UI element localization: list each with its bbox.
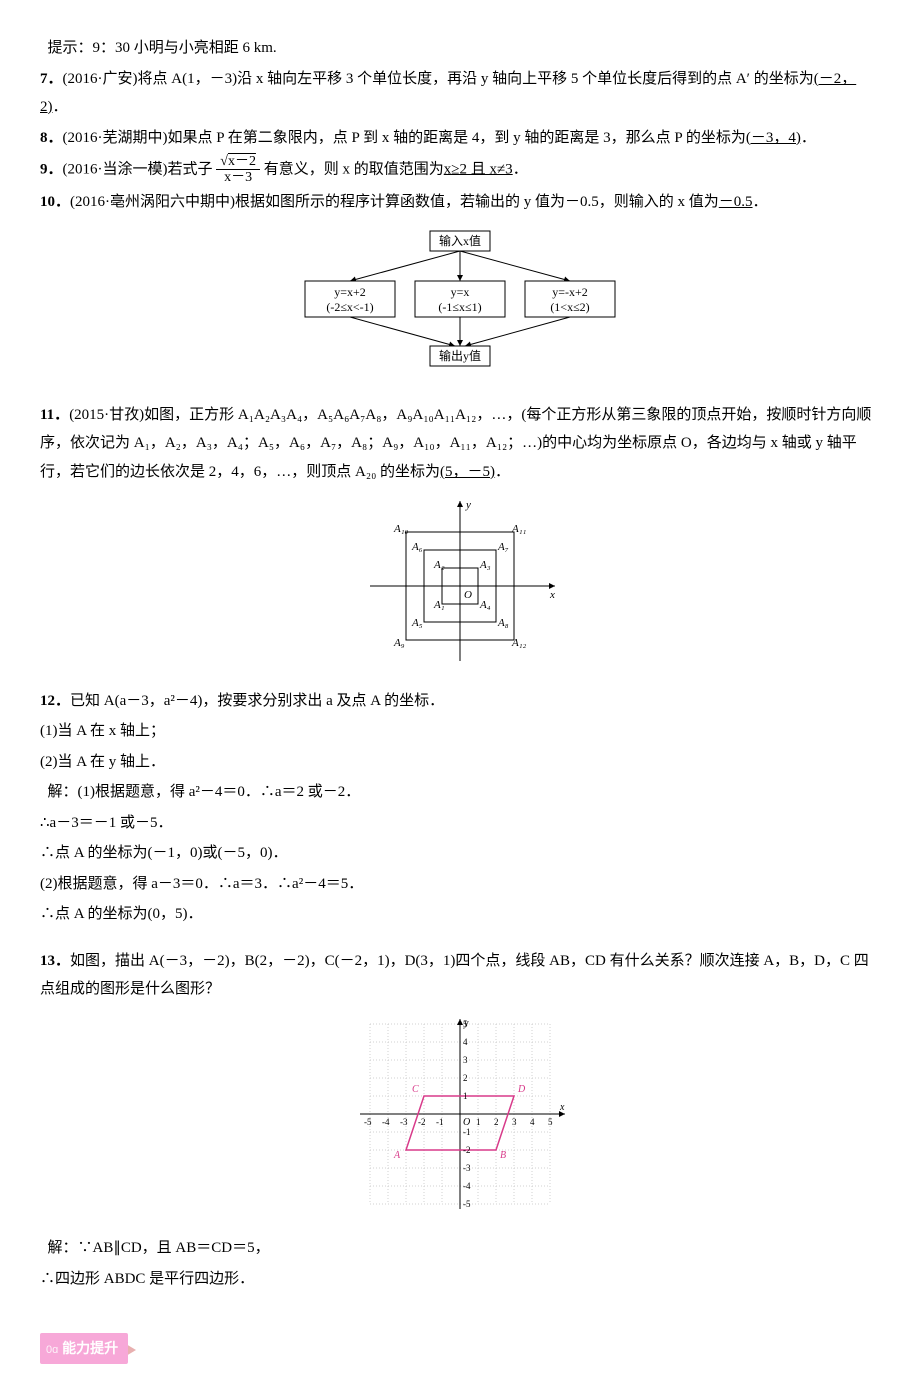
svg-text:-5: -5 [364,1117,372,1127]
q9-tail: ． [513,161,528,177]
q10-num: 10． [40,194,70,210]
q10-answer: －0.5 [719,194,753,210]
svg-text:x: x [559,1102,565,1113]
svg-text:-5: -5 [463,1199,471,1209]
q12-s2: ∴a－3＝－1 或－5． [40,809,880,838]
svg-text:y=-x+2: y=-x+2 [552,285,588,299]
q7-tail: ． [53,99,68,115]
q11-num: 11． [40,407,69,423]
q12-s3: ∴点 A 的坐标为(－1，0)或(－5，0)． [40,839,880,868]
svg-text:4: 4 [530,1117,535,1127]
svg-text:输出y值: 输出y值 [439,348,481,363]
q12: 12．已知 A(a－3，a²－4)，按要求分别求出 a 及点 A 的坐标． [40,687,880,716]
q13-num: 13． [40,953,70,969]
svg-text:3: 3 [512,1117,517,1127]
hint-text: 提示：9：30 小明与小亮相距 6 km. [40,34,880,63]
svg-text:A₁₀: A₁₀ [393,523,409,535]
q7: 7．(2016·广安)将点 A(1，－3)沿 x 轴向左平移 3 个单位长度，再… [40,65,880,122]
q12-p2: (2)当 A 在 y 轴上． [40,748,880,777]
svg-text:1: 1 [476,1117,481,1127]
svg-text:D: D [517,1084,526,1095]
q8-answer: (－3，4) [746,130,801,146]
svg-text:5: 5 [548,1117,553,1127]
q8-tail: ． [801,130,816,146]
svg-text:输入x值: 输入x值 [439,233,481,248]
svg-text:3: 3 [463,1055,468,1065]
svg-text:A₁: A₁ [433,599,445,611]
svg-text:2: 2 [463,1073,468,1083]
svg-text:(1<x≤2): (1<x≤2) [550,300,589,314]
svg-text:A: A [393,1150,401,1161]
q10-body: (2016·亳州涡阳六中期中)根据如图所示的程序计算函数值，若输出的 y 值为－… [70,194,719,210]
svg-text:A₉: A₉ [393,637,405,649]
svg-text:y=x+2: y=x+2 [334,285,366,299]
q7-num: 7． [40,71,63,87]
svg-text:A₄: A₄ [479,599,491,611]
q11-tail: ． [495,464,510,480]
svg-text:-3: -3 [463,1163,471,1173]
q9-frac-den: x－3 [216,170,260,185]
svg-text:4: 4 [463,1037,468,1047]
q13-head: 如图，描出 A(－3，－2)，B(2，－2)，C(－2，1)，D(3，1)四个点… [40,953,869,998]
q9-frac-num: √x－2 [220,154,256,169]
svg-text:x: x [549,589,555,601]
svg-text:A₇: A₇ [497,541,509,553]
svg-text:C: C [412,1084,419,1095]
svg-text:5: 5 [463,1019,468,1029]
svg-text:-1: -1 [436,1117,444,1127]
svg-text:1: 1 [463,1091,468,1101]
q11-figure: y x O A₁ A₂ A₃ A₄ A₅ A₆ A₇ A₈ A₉ A₁₀ A₁₁… [40,496,880,677]
flowchart-figure: 输入x值 y=x+2 (-2≤x<-1) y=x (-1≤x≤1) y=-x+2… [40,226,880,387]
q9-num: 9． [40,161,63,177]
q12-s5: ∴点 A 的坐标为(0，5)． [40,900,880,929]
svg-text:-4: -4 [382,1117,390,1127]
svg-text:A₅: A₅ [411,617,423,629]
q13-s2: ∴四边形 ABDC 是平行四边形． [40,1265,880,1294]
q10: 10．(2016·亳州涡阳六中期中)根据如图所示的程序计算函数值，若输出的 y … [40,188,880,217]
q9: 9．(2016·当涂一模)若式子 √x－2 x－3 有意义，则 x 的取值范围为… [40,154,880,186]
svg-text:2: 2 [494,1117,499,1127]
svg-text:A₁₁: A₁₁ [511,523,527,535]
svg-text:A₈: A₈ [497,617,509,629]
svg-text:y=x: y=x [451,285,470,299]
q9-post: 有意义，则 x 的取值范围为 [264,161,444,177]
svg-text:(-1≤x≤1): (-1≤x≤1) [438,300,481,314]
q8-num: 8． [40,130,63,146]
svg-text:-4: -4 [463,1181,471,1191]
q11: 11．(2015·甘孜)如图，正方形 A₁A₂A₃A₄，A₅A₆A₇A₈，A₉A… [40,401,880,487]
q13: 13．如图，描出 A(－3，－2)，B(2，－2)，C(－2，1)，D(3，1)… [40,947,880,1004]
q12-p1: (1)当 A 在 x 轴上； [40,717,880,746]
svg-text:(-2≤x<-1): (-2≤x<-1) [326,300,373,314]
q13-s1: 解：∵AB∥CD，且 AB＝CD＝5， [40,1234,880,1263]
q10-tail: ． [753,194,768,210]
svg-text:A₃: A₃ [479,559,491,571]
q12-num: 12． [40,693,70,709]
svg-text:-2: -2 [418,1117,426,1127]
svg-text:-3: -3 [400,1117,408,1127]
svg-text:A₁₂: A₁₂ [511,637,527,649]
q12-s1: 解：(1)根据题意，得 a²－4＝0．∴a＝2 或－2． [40,778,880,807]
section-badge: 0ɑ 能力提升 [40,1333,880,1364]
svg-text:y: y [465,499,471,511]
q7-body: (2016·广安)将点 A(1，－3)沿 x 轴向左平移 3 个单位长度，再沿 … [63,71,814,87]
q13-figure: y x O A B C D -5-4-3-2-11234554321-1-2-3… [40,1014,880,1225]
svg-text:-1: -1 [463,1127,471,1137]
svg-text:A₆: A₆ [411,541,423,553]
q8: 8．(2016·芜湖期中)如果点 P 在第二象限内，点 P 到 x 轴的距离是 … [40,124,880,153]
q9-answer: x≥2 且 x≠3 [444,161,513,177]
svg-text:B: B [500,1150,506,1161]
q12-s4: (2)根据题意，得 a－3＝0．∴a＝3．∴a²－4＝5． [40,870,880,899]
q12-head: 已知 A(a－3，a²－4)，按要求分别求出 a 及点 A 的坐标． [70,693,444,709]
svg-text:A₂: A₂ [433,559,445,571]
q9-frac: √x－2 x－3 [216,154,260,186]
svg-text:-2: -2 [463,1145,471,1155]
q8-body: (2016·芜湖期中)如果点 P 在第二象限内，点 P 到 x 轴的距离是 4，… [63,130,746,146]
q9-pre: (2016·当涂一模)若式子 [63,161,213,177]
q11-answer: (5，－5) [440,464,495,480]
svg-text:O: O [464,589,472,601]
